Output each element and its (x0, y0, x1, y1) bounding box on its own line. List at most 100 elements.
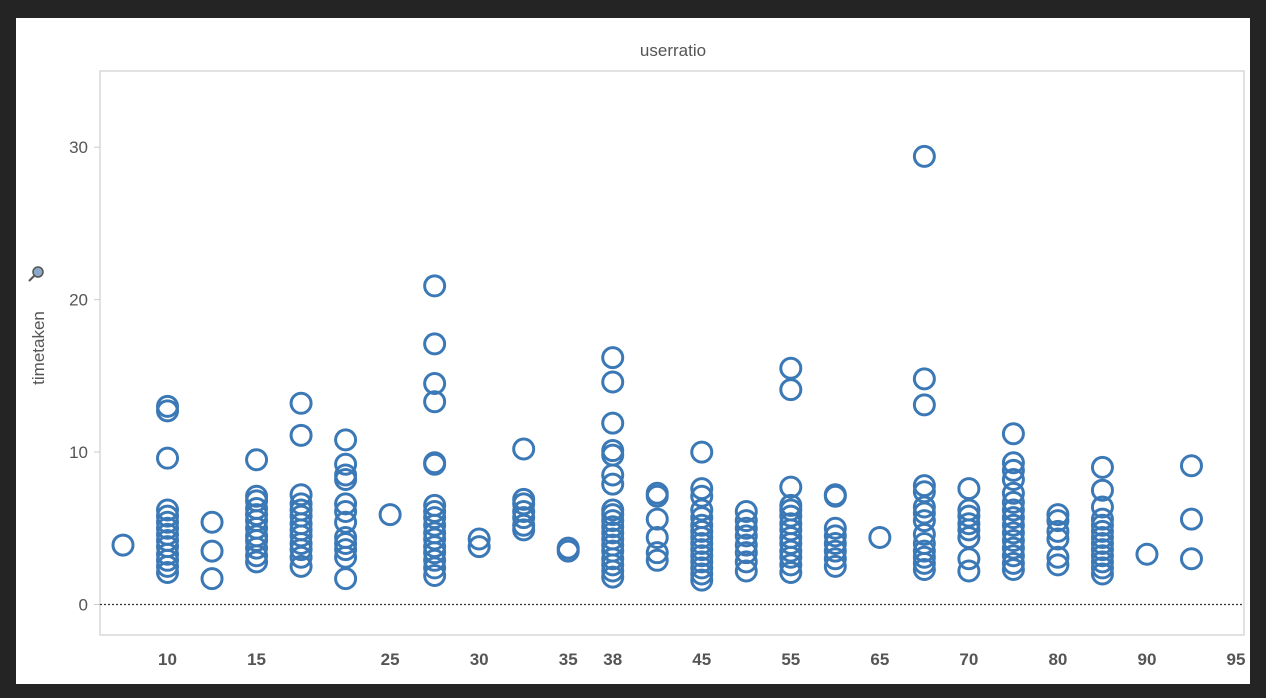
data-point (601, 346, 625, 370)
data-point (289, 532, 313, 556)
data-point (823, 554, 847, 578)
data-point (912, 557, 936, 581)
data-point (1046, 519, 1070, 543)
data-point (1135, 542, 1159, 566)
data-point (156, 510, 180, 534)
y-axis-title: timetaken (29, 311, 48, 385)
data-point (1001, 468, 1025, 492)
data-point (423, 548, 447, 572)
data-point (1001, 521, 1025, 545)
data-point (823, 524, 847, 548)
x-tick-label: 55 (781, 650, 800, 669)
data-point (601, 503, 625, 527)
data-point (1179, 454, 1203, 478)
data-point (1090, 495, 1114, 519)
data-point (912, 144, 936, 168)
data-point (1090, 532, 1114, 556)
x-tick-label: 70 (959, 650, 978, 669)
x-tick-label: 95 (1227, 650, 1246, 669)
data-point (690, 568, 714, 592)
data-point (779, 545, 803, 569)
x-tick-label: 10 (158, 650, 177, 669)
x-tick-label: 30 (470, 650, 489, 669)
data-point (156, 548, 180, 572)
data-point (645, 541, 669, 565)
data-point (690, 513, 714, 537)
data-point (779, 553, 803, 577)
data-point (1001, 422, 1025, 446)
plot-frame (99, 70, 1245, 636)
data-point (690, 440, 714, 464)
data-point (156, 504, 180, 528)
data-point (423, 332, 447, 356)
data-point (601, 559, 625, 583)
data-point (289, 554, 313, 578)
data-point (912, 539, 936, 563)
data-point (1001, 544, 1025, 568)
data-point (734, 500, 758, 524)
data-point (690, 532, 714, 556)
data-point (1090, 478, 1114, 502)
data-point (912, 393, 936, 417)
data-point (156, 554, 180, 578)
data-point (690, 538, 714, 562)
x-tick-label: 45 (692, 650, 711, 669)
data-point (957, 518, 981, 542)
data-point (957, 512, 981, 536)
data-point (1090, 519, 1114, 543)
data-point (823, 516, 847, 540)
y-axis: 0 10 20 30 (69, 138, 100, 615)
data-point (734, 509, 758, 533)
scatter-chart: userratio timetaken 0 10 20 30 10 15 25 30 35 38… (28, 41, 1245, 669)
data-point (645, 548, 669, 572)
data-point (645, 484, 669, 508)
x-axis: 10 15 25 30 35 38 45 55 65 70 80 90 95 (158, 650, 1245, 669)
data-point (1046, 553, 1070, 577)
data-point (601, 565, 625, 589)
data-point (823, 539, 847, 563)
data-point (1001, 481, 1025, 505)
data-point (645, 507, 669, 531)
data-point (1090, 455, 1114, 479)
data-point (957, 547, 981, 571)
x-tick-label: 25 (381, 650, 400, 669)
x-tick-label: 35 (559, 650, 578, 669)
data-point (156, 516, 180, 540)
x-tick-label: 90 (1137, 650, 1156, 669)
data-point (334, 492, 358, 516)
data-point (512, 500, 536, 524)
data-point (601, 411, 625, 435)
data-point (1179, 547, 1203, 571)
chart-canvas: userratio timetaken 0 10 20 30 10 15 25 30 35 38… (16, 18, 1250, 684)
data-point (334, 567, 358, 591)
data-point (912, 495, 936, 519)
data-point (156, 542, 180, 566)
data-point (289, 545, 313, 569)
y-tick-label: 10 (69, 443, 88, 462)
data-point (334, 468, 358, 492)
data-point (601, 439, 625, 463)
data-points (111, 144, 1203, 592)
y-tick-label: 20 (69, 291, 88, 310)
data-point (245, 544, 269, 568)
data-point (423, 556, 447, 580)
data-point (1179, 507, 1203, 531)
data-point (156, 561, 180, 585)
data-point (912, 509, 936, 533)
data-point (690, 562, 714, 586)
data-point (289, 391, 313, 415)
data-point (1090, 538, 1114, 562)
data-point (334, 452, 358, 476)
data-point (601, 547, 625, 571)
data-point (601, 515, 625, 539)
data-point (289, 538, 313, 562)
data-point (1001, 513, 1025, 537)
data-point (334, 428, 358, 452)
data-point (423, 371, 447, 395)
data-point (156, 498, 180, 522)
pin-icon[interactable] (28, 266, 44, 282)
data-point (645, 525, 669, 549)
data-point (779, 378, 803, 402)
data-point (601, 472, 625, 496)
data-point (912, 367, 936, 391)
